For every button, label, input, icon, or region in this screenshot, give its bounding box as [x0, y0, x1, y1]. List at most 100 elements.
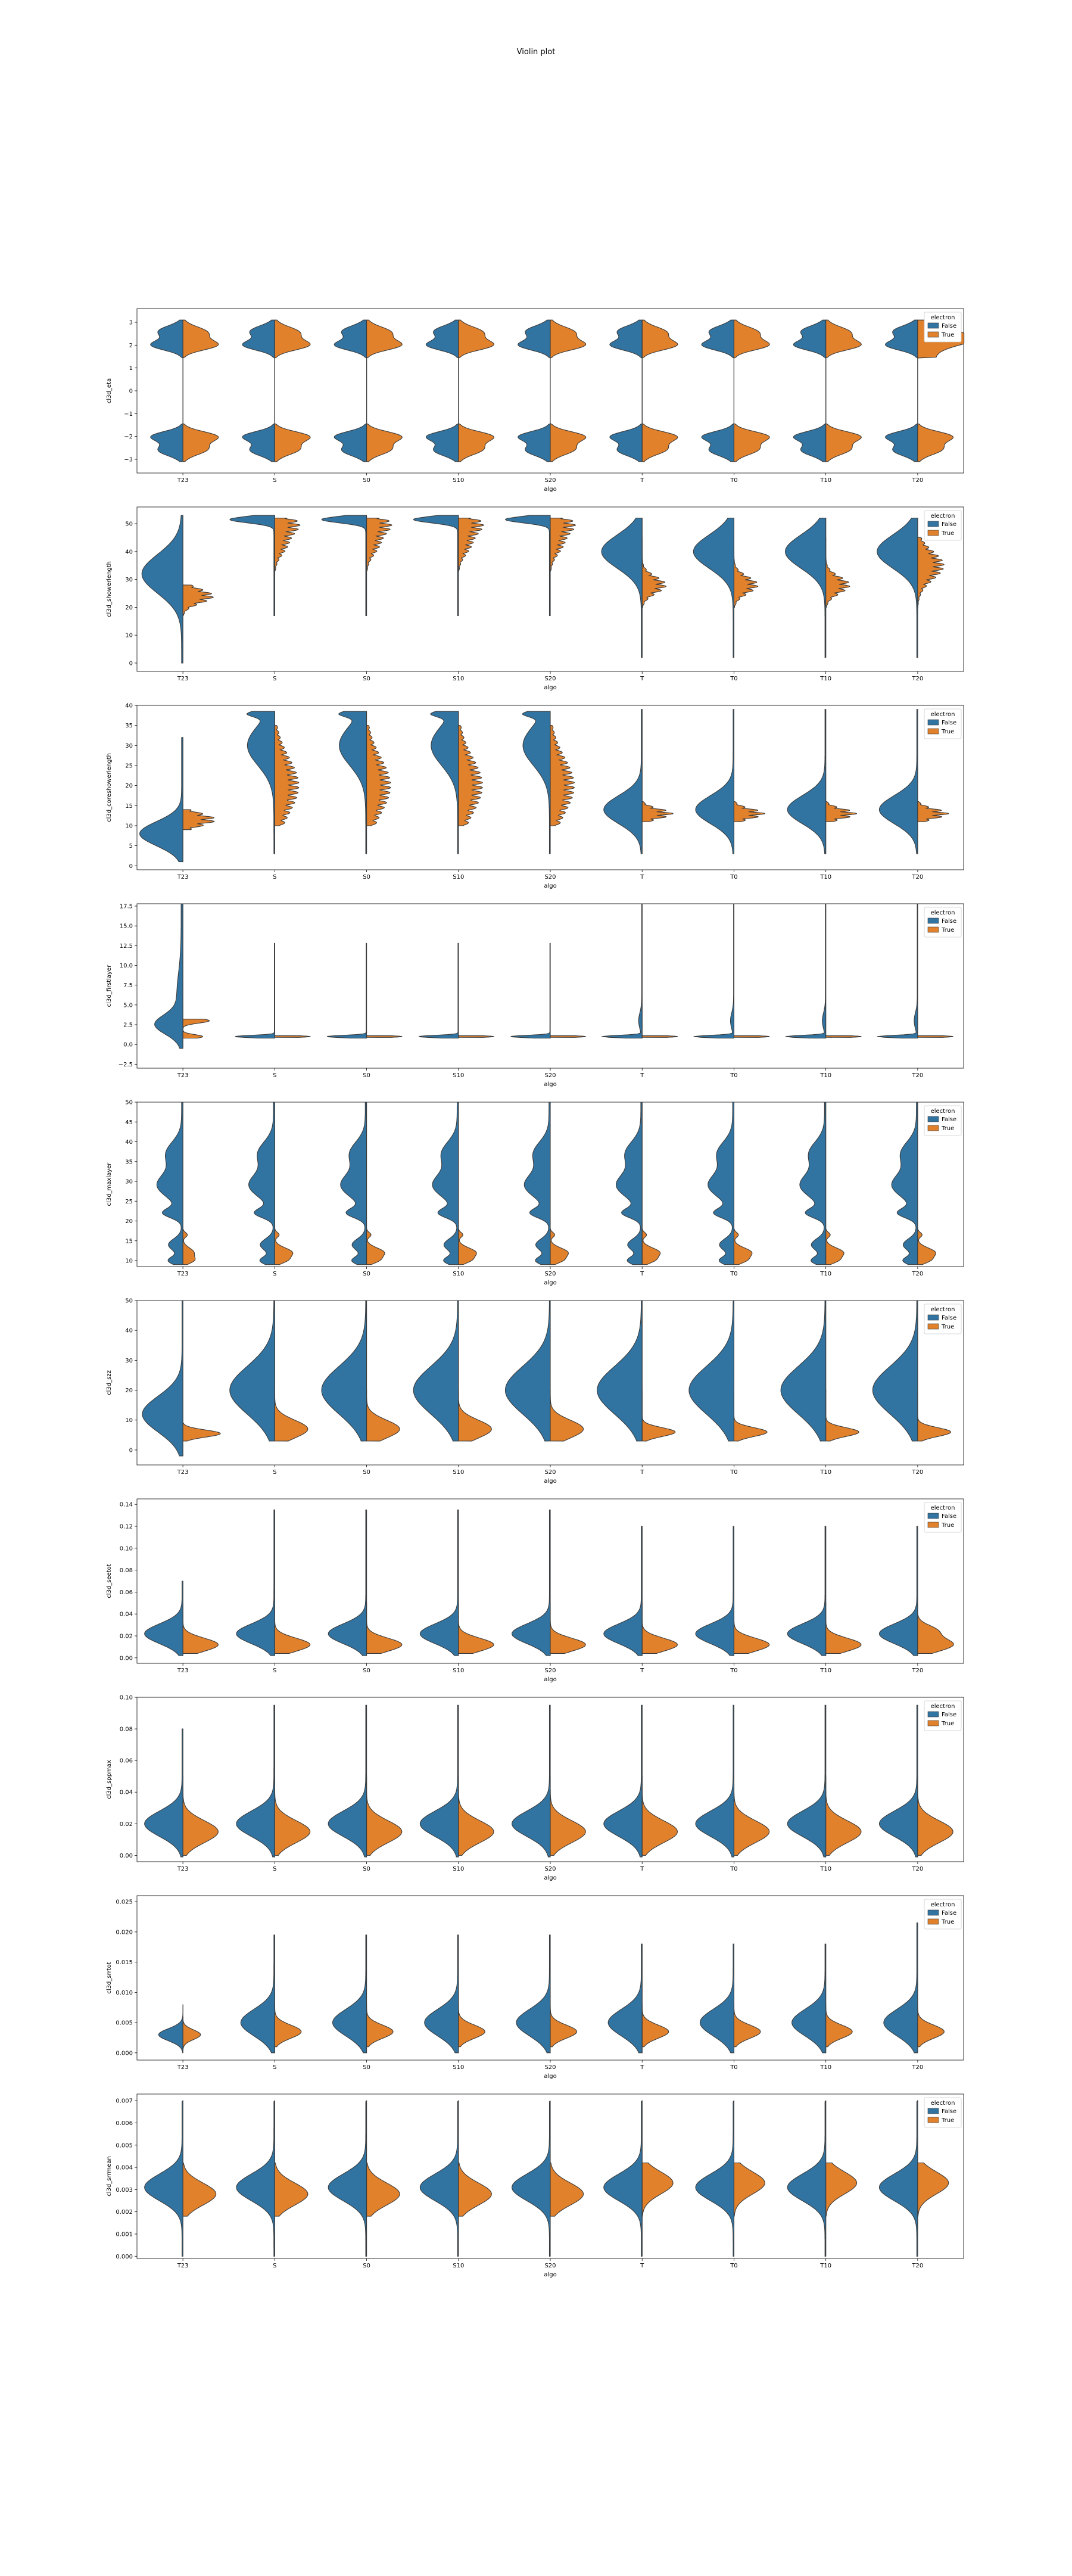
- x-tick-label: T10: [819, 1271, 831, 1277]
- violin-half-true: [641, 1775, 678, 1856]
- violin-half-true: [550, 2004, 577, 2048]
- x-tick-label: S10: [453, 1072, 464, 1079]
- y-tick-label: 0.000: [116, 2254, 133, 2260]
- legend-entry: False: [942, 1513, 956, 1520]
- violin-half-true: [917, 2163, 949, 2217]
- x-tick-label: S0: [363, 676, 370, 682]
- y-tick-label: 10: [125, 633, 133, 639]
- legend: electron False True: [924, 1700, 962, 1731]
- violin-half-false: [504, 1300, 551, 1442]
- y-tick-label: 0.02: [120, 1821, 133, 1828]
- violin-half-false: [413, 515, 459, 617]
- violin-half-false: [419, 1509, 459, 1656]
- violin-half-true: [366, 1035, 403, 1038]
- violin-half-true: [917, 1390, 951, 1442]
- y-tick-label: 0.00: [120, 1655, 133, 1662]
- violin-half-false: [883, 1922, 918, 2054]
- subplot-cl3d-coreshowerlength: 0 5 10 15 20 25 30 35 40 cl3d_coreshowerlengthalg…: [106, 703, 964, 889]
- y-axis-label: cl3d_showerlength: [106, 561, 113, 617]
- legend-swatch: [927, 1720, 939, 1726]
- violin-half-true: [274, 1775, 311, 1856]
- violin-half-true: [733, 1775, 770, 1856]
- violin-half-false: [780, 1300, 827, 1442]
- violin-half-false: [235, 942, 275, 1039]
- y-tick-label: 25: [125, 1199, 133, 1205]
- y-axis-label: cl3d_seetot: [106, 1564, 113, 1598]
- y-tick-label: 15.0: [120, 923, 133, 930]
- violin-half-true: [366, 1228, 385, 1265]
- violin-half-false: [432, 1102, 459, 1265]
- legend-entry: True: [941, 1324, 954, 1330]
- violin-half-true: [458, 1603, 494, 1654]
- violin-half-false: [340, 1102, 367, 1265]
- violin-half-false: [413, 1300, 459, 1442]
- x-tick-label: S10: [453, 1866, 464, 1872]
- legend-title: electron: [931, 910, 955, 916]
- violin-half-false: [785, 518, 827, 658]
- x-tick-label: S0: [363, 477, 370, 484]
- y-axis-label: cl3d_sppmax: [106, 1760, 113, 1799]
- violin-half-true: [917, 2004, 945, 2048]
- x-axis-label: algo: [544, 1478, 556, 1485]
- x-tick-label: S: [273, 477, 276, 484]
- violin-half-true: [550, 319, 587, 462]
- legend-entry: True: [941, 2117, 954, 2124]
- x-tick-label: T10: [819, 874, 831, 881]
- y-tick-label: 0.10: [120, 1545, 133, 1552]
- violin-half-false: [246, 711, 275, 854]
- y-tick-label: 0: [129, 1447, 133, 1454]
- violin-half-true: [458, 319, 494, 462]
- x-tick-label: T23: [177, 874, 189, 881]
- legend-swatch: [927, 530, 939, 536]
- x-tick-label: T0: [730, 1667, 737, 1674]
- legend: electron False True: [924, 312, 962, 343]
- violin-half-true: [825, 2163, 858, 2217]
- violin-half-true: [182, 2016, 201, 2051]
- y-tick-label: 40: [125, 549, 133, 555]
- y-tick-label: 30: [125, 1358, 133, 1364]
- y-tick-label: 0.005: [116, 2142, 133, 2149]
- y-tick-label: 0.08: [120, 1567, 133, 1574]
- violin-half-false: [603, 2100, 643, 2257]
- violin-half-false: [601, 518, 643, 658]
- x-tick-label: T20: [911, 676, 923, 682]
- violin-half-true: [733, 2003, 761, 2048]
- violin-half-false: [229, 1300, 275, 1442]
- x-tick-label: T: [640, 2263, 644, 2269]
- violin-half-false: [688, 1300, 734, 1442]
- y-tick-label: 50: [125, 1298, 133, 1305]
- violin-half-true: [733, 537, 759, 608]
- violin-half-true: [641, 1228, 661, 1265]
- violin-half-false: [695, 1704, 734, 1858]
- y-tick-label: 35: [125, 723, 133, 729]
- violin-half-false: [512, 2100, 551, 2257]
- violin-half-false: [785, 903, 827, 1039]
- x-tick-label: S: [273, 1072, 276, 1079]
- violin-half-false: [144, 1581, 183, 1656]
- y-tick-label: 0: [129, 388, 133, 395]
- violin-half-true: [733, 2163, 765, 2217]
- x-tick-label: S: [273, 2263, 276, 2269]
- violin-half-false: [609, 319, 643, 462]
- x-tick-label: T: [640, 676, 644, 682]
- violin-half-true: [182, 1019, 210, 1039]
- x-tick-label: S10: [453, 1667, 464, 1674]
- x-tick-label: T10: [819, 1469, 831, 1476]
- x-tick-label: T23: [177, 477, 189, 484]
- x-tick-label: T: [640, 1866, 644, 1872]
- violin-half-false: [799, 1102, 827, 1265]
- x-tick-label: S20: [544, 676, 556, 682]
- x-tick-label: T20: [911, 1667, 923, 1674]
- y-tick-label: 2.5: [123, 1022, 133, 1029]
- violin-half-true: [825, 1389, 859, 1442]
- violin-half-true: [917, 537, 945, 608]
- violin-half-false: [141, 515, 183, 664]
- y-tick-label: 0.007: [116, 2098, 133, 2105]
- y-tick-label: 30: [125, 1179, 133, 1186]
- x-tick-label: S: [273, 1469, 276, 1476]
- violin-half-true: [274, 518, 301, 572]
- violin-half-true: [274, 1603, 311, 1654]
- violin-half-false: [701, 319, 734, 462]
- x-tick-label: T20: [911, 1866, 923, 1872]
